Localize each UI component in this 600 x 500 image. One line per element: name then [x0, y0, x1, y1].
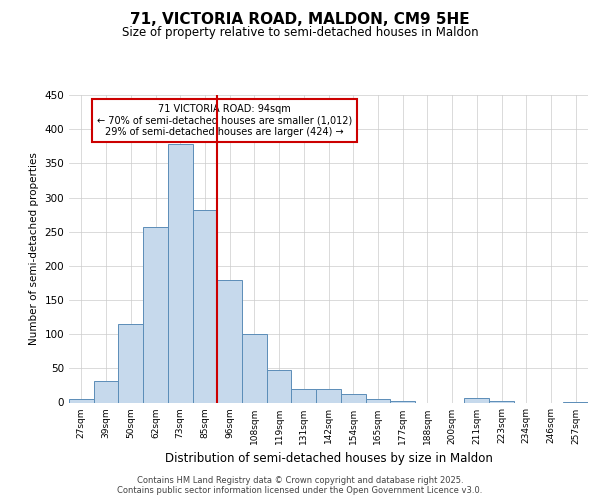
Bar — [341, 394, 365, 402]
Bar — [390, 401, 415, 402]
Bar — [118, 324, 143, 402]
Bar — [94, 380, 118, 402]
Bar — [168, 144, 193, 403]
Text: 71 VICTORIA ROAD: 94sqm
← 70% of semi-detached houses are smaller (1,012)
29% of: 71 VICTORIA ROAD: 94sqm ← 70% of semi-de… — [97, 104, 352, 138]
Text: Size of property relative to semi-detached houses in Maldon: Size of property relative to semi-detach… — [122, 26, 478, 39]
Bar — [69, 399, 94, 402]
Bar — [316, 389, 341, 402]
Text: Contains HM Land Registry data © Crown copyright and database right 2025.
Contai: Contains HM Land Registry data © Crown c… — [118, 476, 482, 495]
Bar — [489, 401, 514, 402]
Y-axis label: Number of semi-detached properties: Number of semi-detached properties — [29, 152, 39, 345]
Bar — [143, 227, 168, 402]
Bar — [464, 398, 489, 402]
Bar — [267, 370, 292, 402]
Bar — [365, 399, 390, 402]
Bar — [242, 334, 267, 402]
Bar — [217, 280, 242, 402]
X-axis label: Distribution of semi-detached houses by size in Maldon: Distribution of semi-detached houses by … — [164, 452, 493, 465]
Bar — [292, 389, 316, 402]
Bar — [193, 210, 217, 402]
Text: 71, VICTORIA ROAD, MALDON, CM9 5HE: 71, VICTORIA ROAD, MALDON, CM9 5HE — [130, 12, 470, 28]
